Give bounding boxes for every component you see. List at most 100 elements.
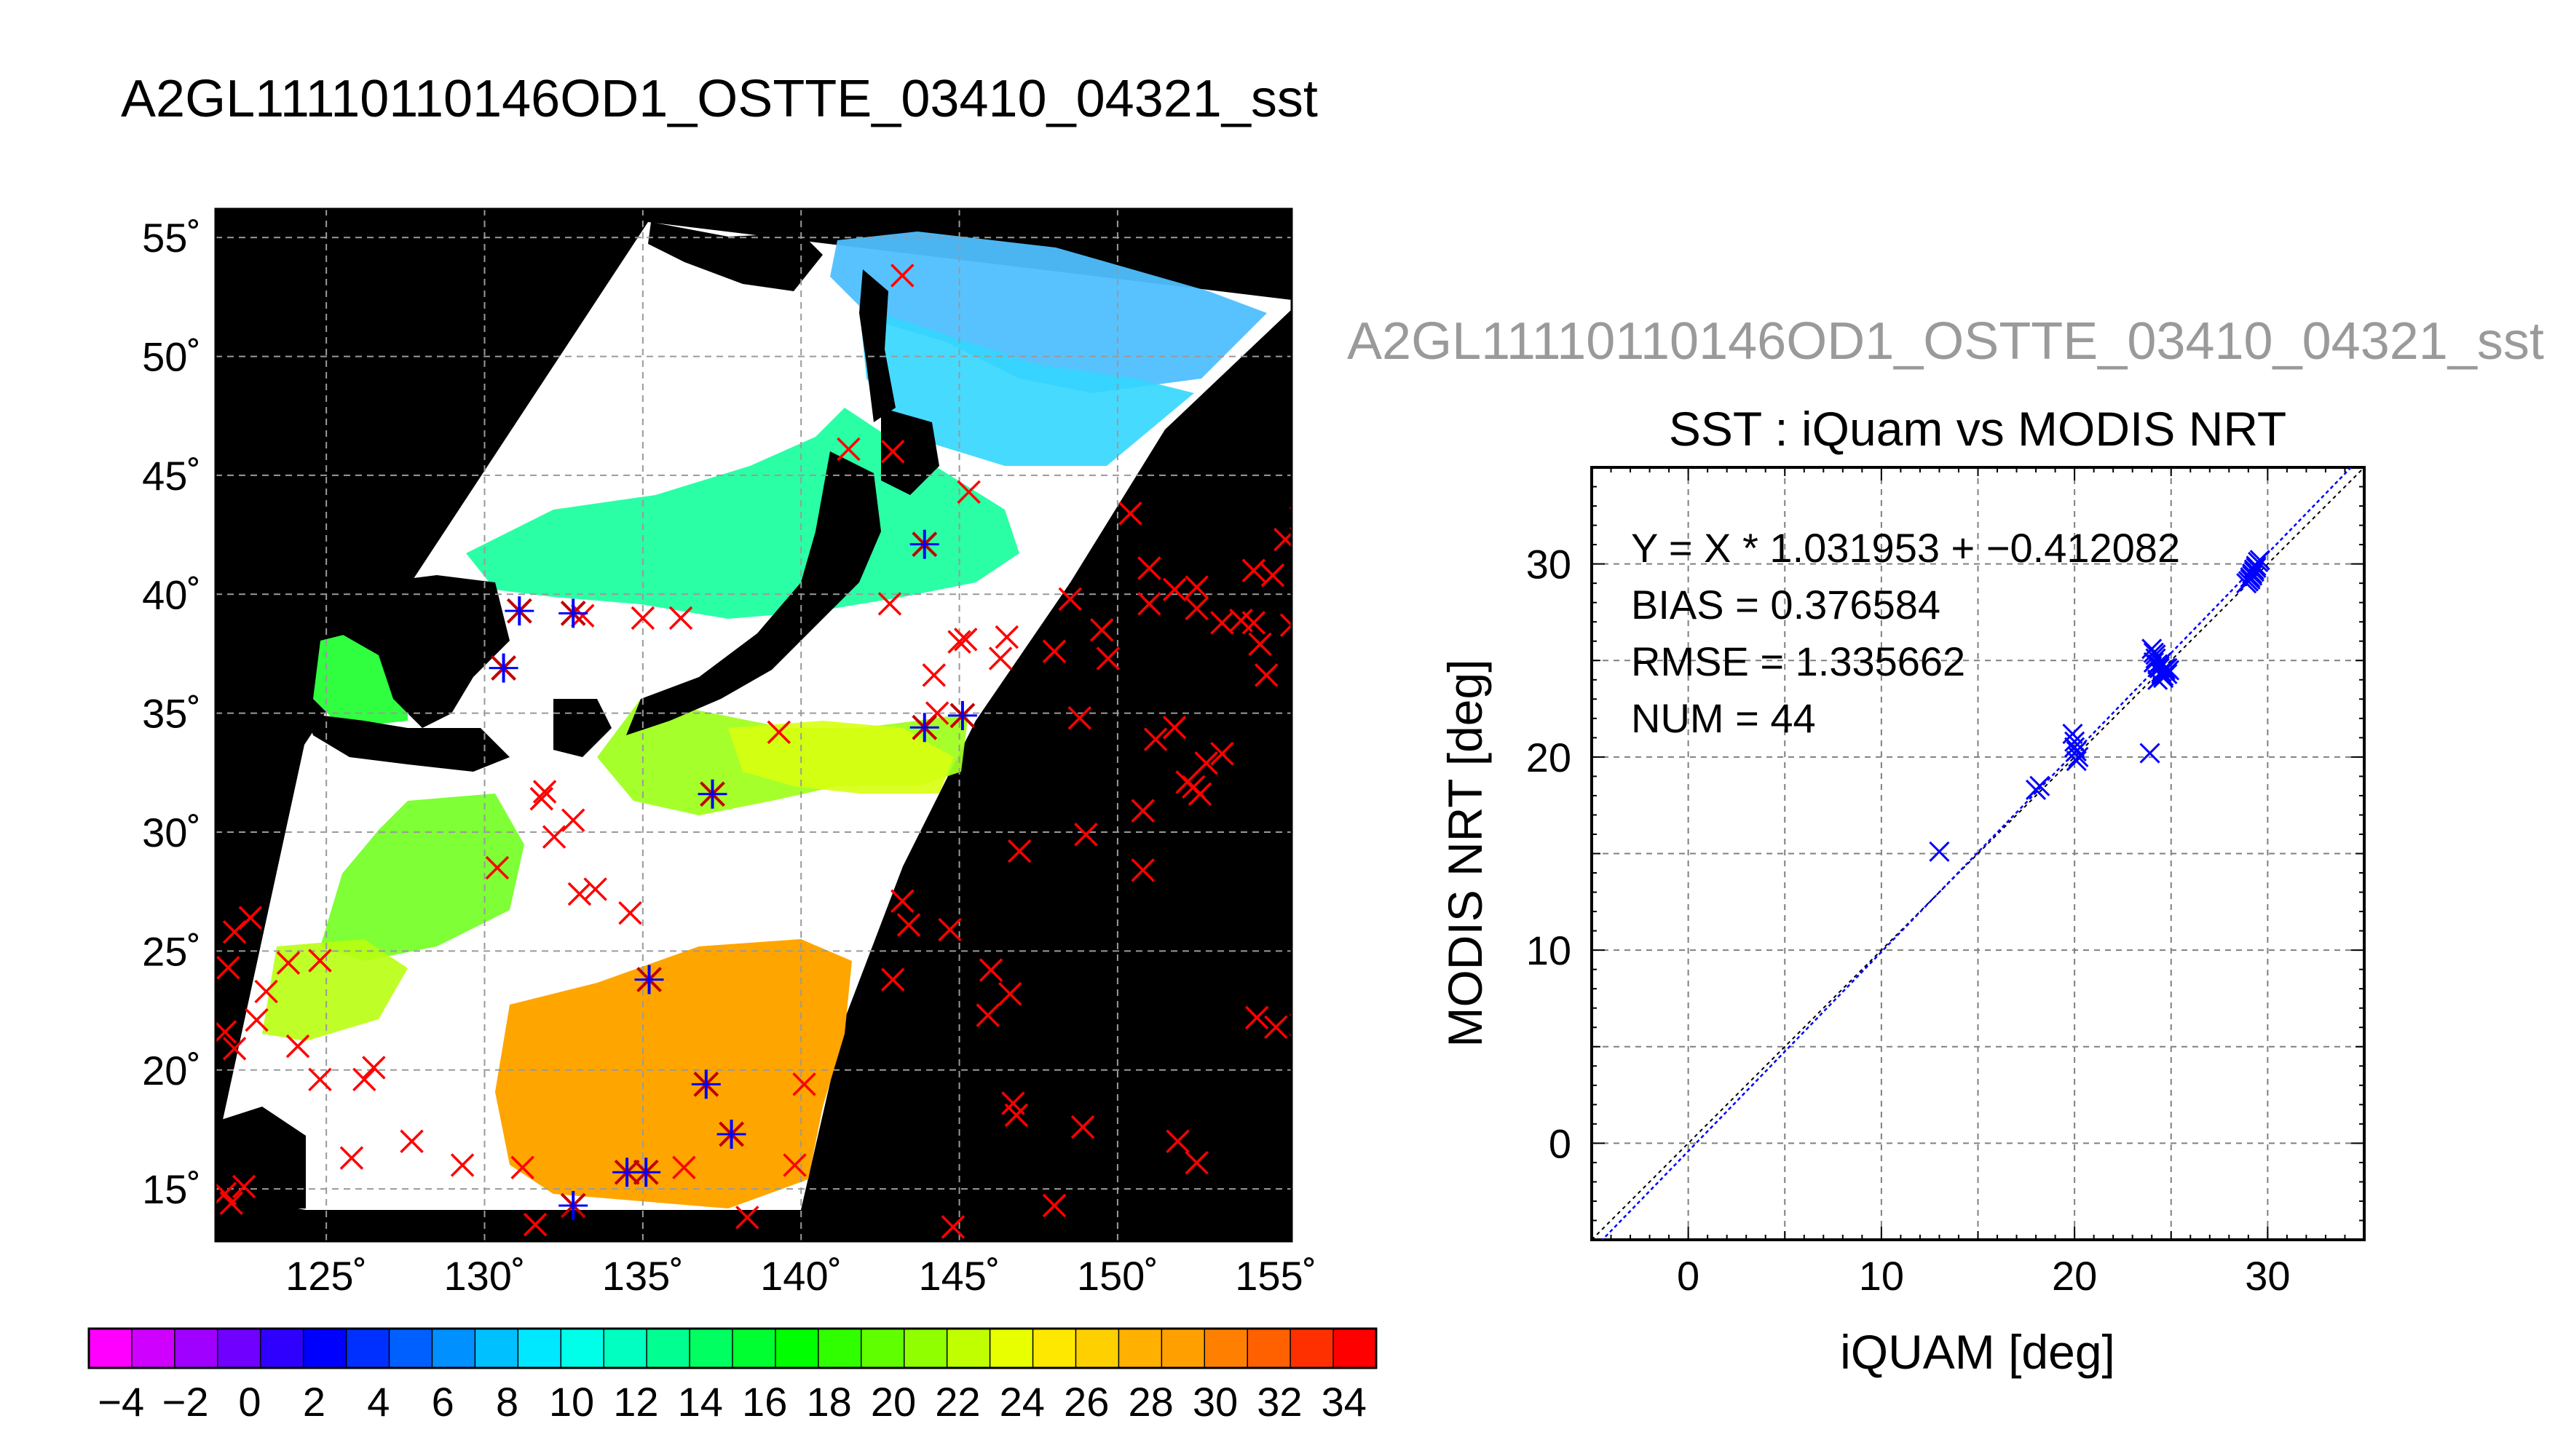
- colorbar-cell: [518, 1329, 561, 1368]
- map-marker-cross-stroke-b: [1260, 563, 1285, 587]
- map-marker-cross: [735, 1206, 759, 1230]
- colorbar-cell: [732, 1329, 776, 1368]
- map-frame: [214, 207, 1293, 1243]
- map-marker-cross-stroke-b: [783, 1153, 807, 1177]
- scatter-y-axis-label: MODIS NRT [deg]: [1438, 659, 1492, 1047]
- scatter-point: [2246, 557, 2267, 578]
- map-marker-cross-stroke-b: [896, 913, 921, 937]
- map-marker-cross: [1289, 1013, 1292, 1037]
- map-marker-cross-stroke-b: [957, 480, 981, 505]
- colorbar-cell: [947, 1329, 991, 1368]
- map-axis-ticks: 125˚ 130˚ 135˚ 140˚ 145˚ 150˚ 155˚ 55˚ 50˚ 45˚ 40˚…: [142, 207, 1316, 1299]
- map-marker-cross-stroke-b: [362, 1056, 386, 1080]
- map-marker-cross: [1264, 1015, 1288, 1040]
- map-marker-cross-stroke-b: [1289, 1032, 1292, 1037]
- map-marker-star: [698, 779, 727, 809]
- map-marker-cross: [1070, 1115, 1095, 1139]
- map-marker-cross: [1289, 506, 1292, 530]
- map-lat-tick-label: 20˚: [142, 1048, 201, 1093]
- colorbar-cell: [990, 1329, 1034, 1368]
- colorbar-cell: [818, 1329, 862, 1368]
- scatter-axis-ticks: 0 10 20 30 0 10 20 30: [1526, 467, 2364, 1299]
- map-marker-cross: [1260, 563, 1285, 587]
- map-marker-cross-stroke-b: [881, 968, 905, 992]
- map-marker-cross: [1131, 799, 1155, 823]
- map-marker-cross-stroke-b: [285, 1034, 310, 1059]
- scatter-point-stroke-b: [2238, 571, 2259, 592]
- scatter-y-tick-label: 20: [1526, 735, 1571, 780]
- map-marker-cross-stroke-a: [1289, 506, 1292, 511]
- scatter-point-stroke-b: [2243, 561, 2264, 582]
- map-marker-cross-stroke-b: [1137, 556, 1161, 580]
- map-marker-cross-stroke-b: [976, 1003, 1000, 1027]
- colorbar-cell: [561, 1329, 604, 1368]
- map-marker-cross: [276, 951, 301, 975]
- colorbar-tick-labels: −4 −2 0 2 4 6 8 10 12 14 16 18 20 22 24 26 28 30 32 34: [98, 1379, 1367, 1425]
- map-marker-cross-stroke-b: [1096, 646, 1121, 670]
- sst-patch-cyan: [859, 306, 1194, 466]
- scatter-point: [2151, 662, 2172, 683]
- map-marker-cross-stroke-b: [510, 1155, 534, 1179]
- map-marker-cross: [1188, 782, 1212, 806]
- map-marker-cross-stroke-b: [232, 1174, 256, 1199]
- map-marker-cross: [1241, 611, 1266, 635]
- map-marker-cross: [1210, 741, 1234, 766]
- map-marker-cross-stroke-b: [938, 917, 962, 942]
- map-marker-cross: [1131, 858, 1155, 882]
- map-marker-cross-stroke-b: [529, 787, 553, 811]
- map-marker-cross: [618, 901, 642, 925]
- map-marker-cross: [1241, 558, 1266, 582]
- map-marker-cross-stroke-b: [672, 1155, 696, 1179]
- map-marker-cross-stroke-a: [1289, 1013, 1292, 1018]
- colorbar-cell: [174, 1329, 218, 1368]
- colorbar-tick-label: 32: [1257, 1379, 1302, 1425]
- scatter-point-stroke-b: [2068, 746, 2089, 767]
- map-marker-cross: [1162, 577, 1187, 602]
- map-marker-cross: [1143, 727, 1168, 751]
- scatter-points: [1929, 550, 2270, 862]
- land-sakhalin: [859, 269, 896, 422]
- map-marker-cross-stroke-b: [792, 1072, 816, 1096]
- map-marker-cross: [631, 606, 655, 630]
- map-marker-cross: [988, 646, 1013, 670]
- map-marker-cross: [238, 906, 263, 930]
- map-marker-cross-stroke-b: [767, 720, 791, 745]
- map-marker-cross-stroke-b: [1004, 1103, 1029, 1128]
- map-marker-cross: [1210, 611, 1234, 635]
- map-lon-tick-label: 155˚: [1235, 1253, 1316, 1299]
- map-marker-cross: [308, 1067, 332, 1092]
- colorbar-cell: [1290, 1329, 1334, 1368]
- scatter-x-tick-label: 30: [2245, 1253, 2290, 1299]
- map-marker-cross-stroke-b: [1001, 1091, 1025, 1115]
- colorbar-cell: [904, 1329, 948, 1368]
- map-marker-cross-stroke-b: [532, 780, 557, 804]
- colorbar-cell: [475, 1329, 518, 1368]
- map-marker-cross: [542, 825, 566, 849]
- map-marker-cross: [1089, 618, 1114, 642]
- map-lon-tick-label: 125˚: [285, 1253, 367, 1299]
- map-lat-tick-label: 15˚: [142, 1166, 201, 1212]
- map-marker-cross-stroke-b: [222, 1037, 247, 1061]
- map-marker-cross: [583, 877, 607, 901]
- map-marker-cross: [567, 882, 592, 906]
- map-marker-cross: [891, 889, 915, 914]
- map-lon-tick-label: 145˚: [919, 1253, 1000, 1299]
- map-marker-cross-stroke-b: [998, 981, 1022, 1006]
- land-hokkaido: [881, 408, 939, 495]
- colorbar-cell: [1333, 1329, 1377, 1368]
- map-marker-cross-stroke-b: [216, 1182, 237, 1206]
- colorbar-frame: [87, 1327, 1378, 1369]
- map-marker-cross-stroke-b: [339, 1146, 364, 1170]
- map-marker-cross-stroke-b: [1074, 823, 1098, 847]
- map-marker-cross: [1279, 613, 1292, 638]
- map-marker-cross-stroke-b: [1089, 618, 1114, 642]
- map-marker-cross-stroke-b: [891, 889, 915, 914]
- sst-patch-eastchina: [320, 794, 524, 961]
- colorbar-tick-label: 6: [432, 1379, 454, 1425]
- map-marker-cross-stroke-b: [877, 592, 902, 616]
- colorbar-tick-label: 24: [1000, 1379, 1045, 1425]
- land-honshu: [626, 451, 881, 735]
- scatter-x-axis-label: iQUAM [deg]: [1840, 1325, 2115, 1379]
- sst-patch-warm-south: [495, 939, 852, 1208]
- map-marker-cross-stroke-b: [1185, 596, 1209, 621]
